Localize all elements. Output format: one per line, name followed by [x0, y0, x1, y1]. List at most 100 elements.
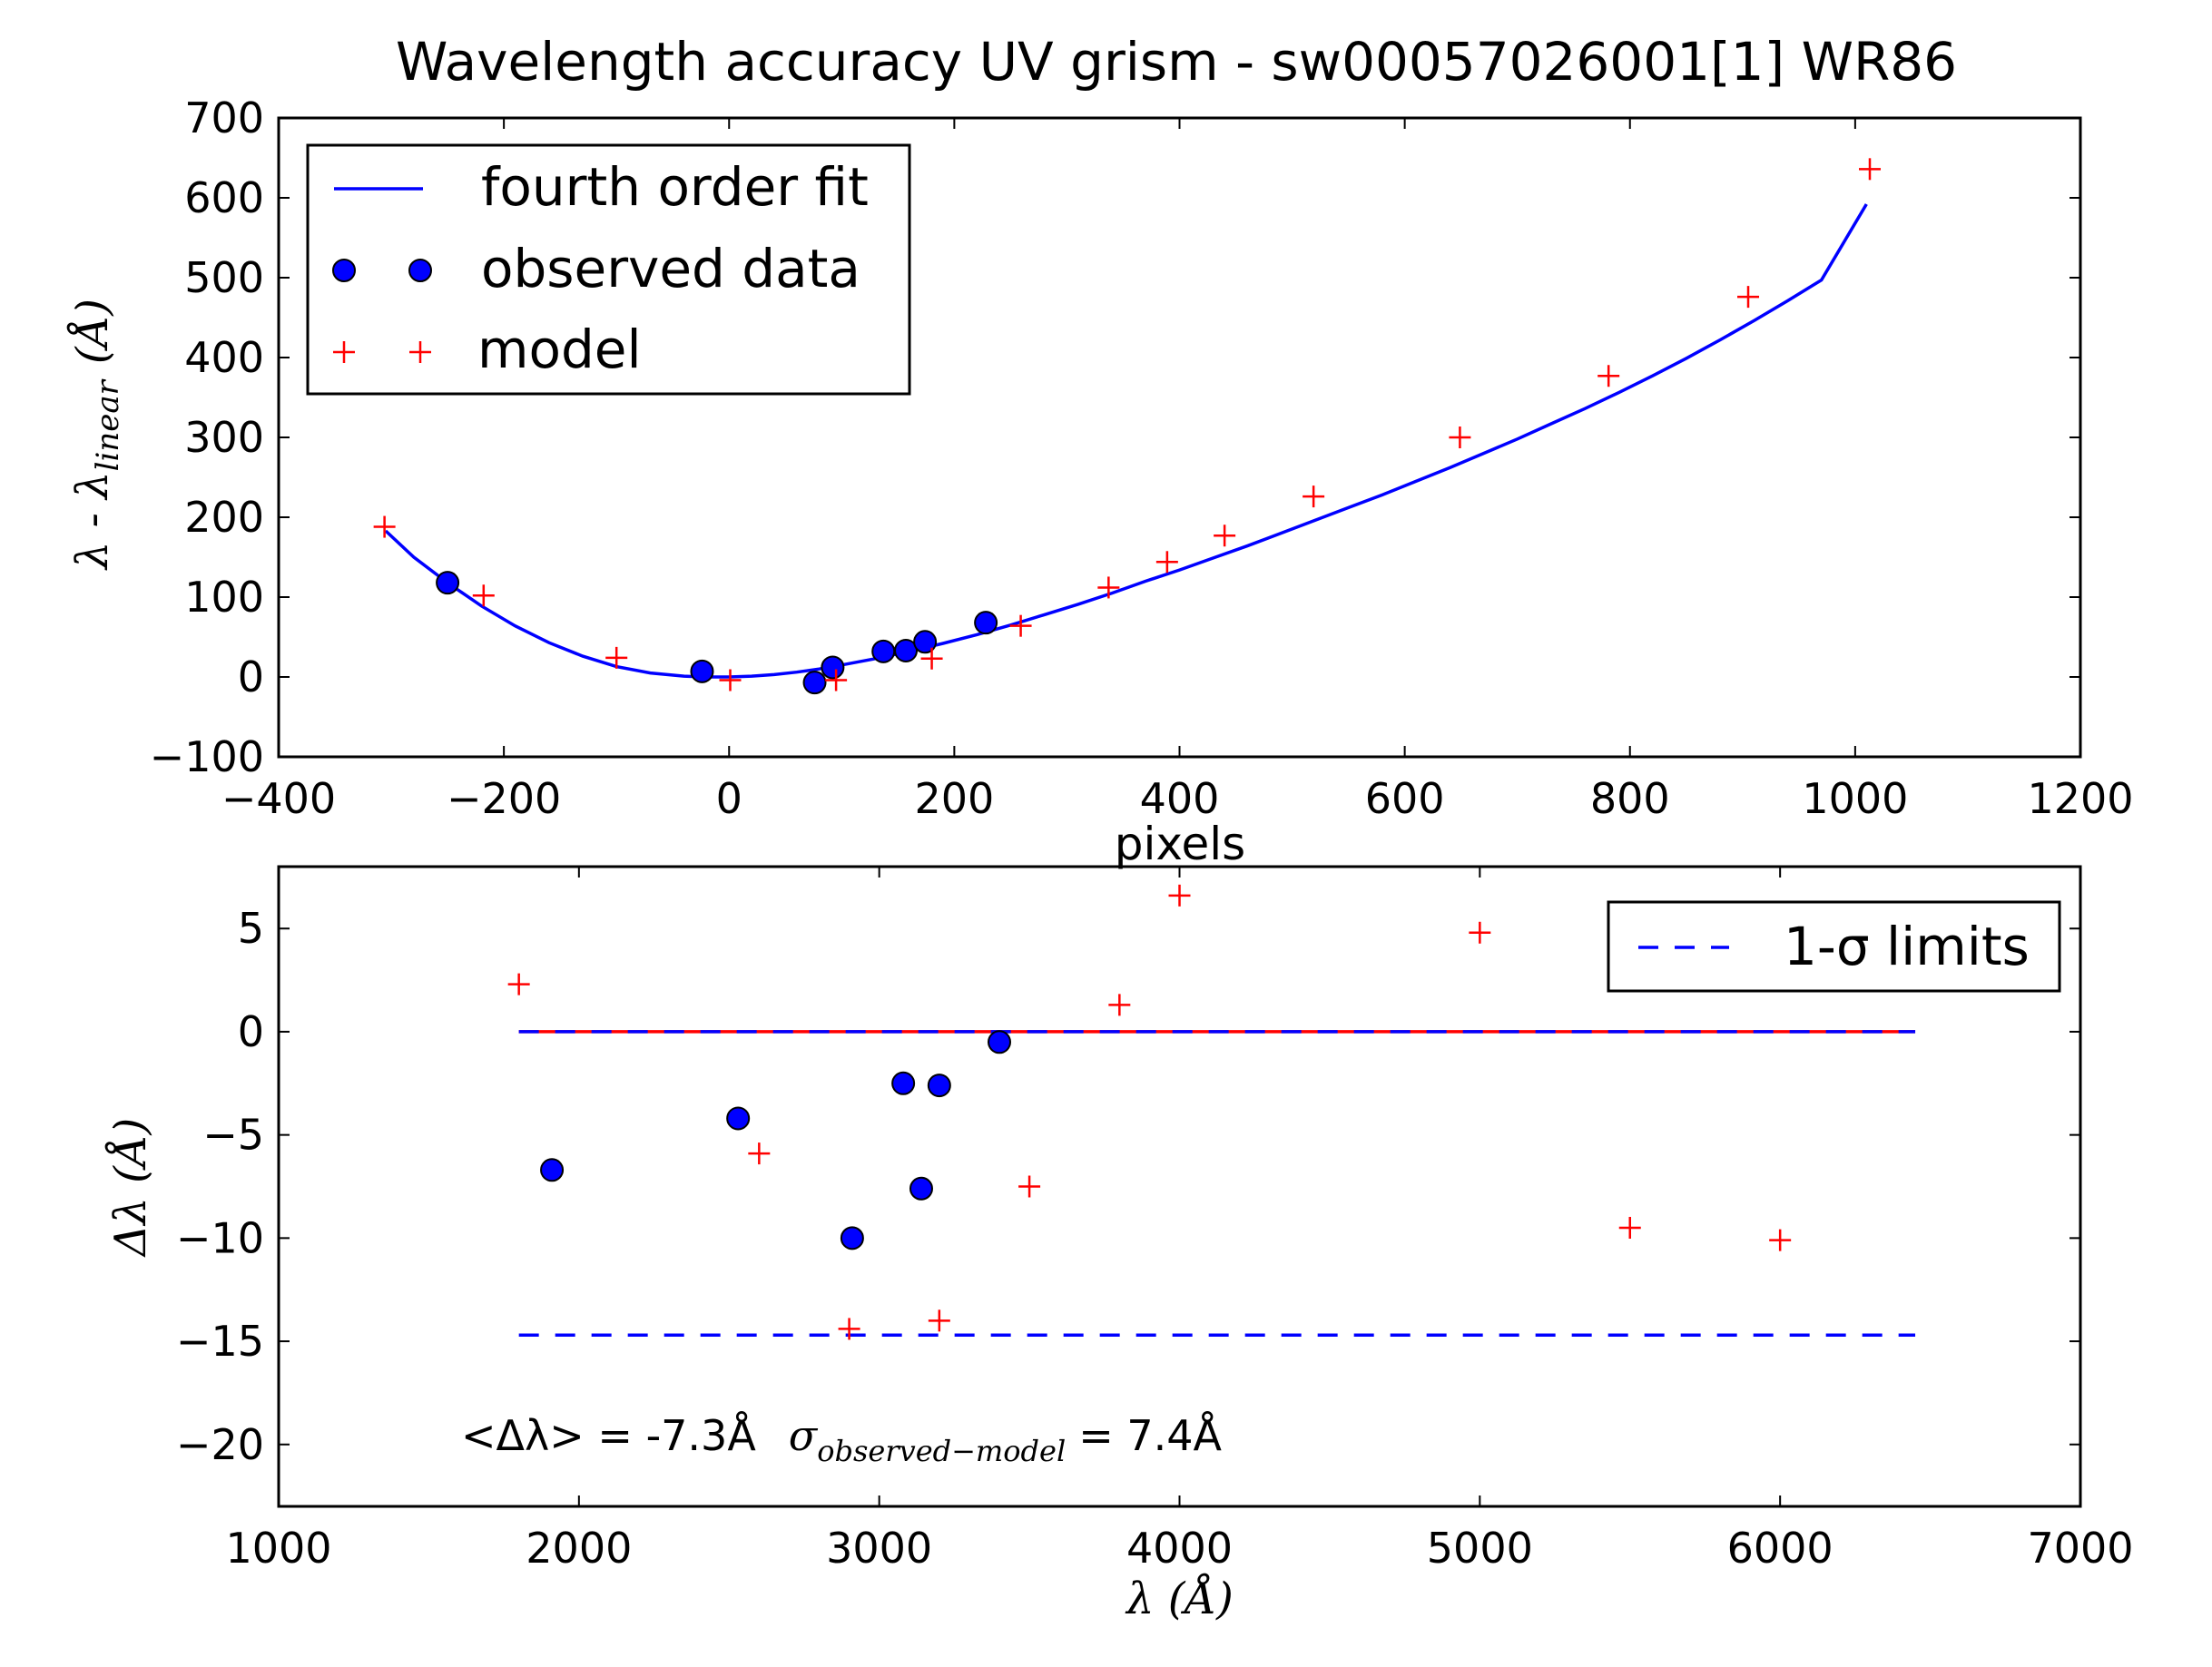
bottom-y-tick-label: −20	[176, 1420, 264, 1469]
bottom-observed-point	[927, 1074, 951, 1098]
bottom-observed-point	[909, 1176, 933, 1201]
top-y-tick-labels: 700 600 500 400 300 200 100 0 −100	[150, 93, 264, 781]
legend-fit-label: fourth order fit	[481, 156, 869, 218]
top-y-tick-label: 400	[184, 333, 264, 382]
bottom-observed-point	[840, 1226, 864, 1250]
top-y-tick-label: 300	[184, 413, 264, 462]
bottom-y-tick-label: 5	[238, 904, 264, 953]
bottom-model-point	[507, 973, 530, 995]
stats-sigma-subscript: observed−model	[817, 1434, 1066, 1468]
bottom-model-point	[1108, 994, 1131, 1016]
top-observed-point	[974, 611, 998, 635]
bottom-observed-points	[540, 1030, 1011, 1250]
bottom-observed-point	[988, 1030, 1011, 1054]
bottom-x-tick-label: 1000	[225, 1524, 331, 1573]
top-legend: fourth order fit observed data model	[306, 143, 911, 396]
top-model-point	[472, 584, 495, 607]
fit-line	[384, 203, 1868, 679]
top-y-axis-label-lead: λ - λ	[67, 471, 118, 571]
top-y-tick-label: −100	[150, 732, 264, 781]
bottom-legend: 1-σ limits	[1607, 900, 2061, 993]
top-x-tick-label: 200	[914, 774, 994, 823]
bottom-y-axis-label: Δλ (Å)	[104, 1118, 156, 1258]
bottom-x-axis-label: λ (Å)	[1125, 1573, 1234, 1624]
top-model-point	[1598, 365, 1620, 387]
legend-sigma-label: 1-σ limits	[1784, 916, 2030, 977]
bottom-tick-marks	[278, 867, 2081, 1506]
top-y-tick-label: 700	[184, 93, 264, 142]
bottom-x-tick-label: 5000	[1427, 1524, 1533, 1573]
top-model-point	[1303, 485, 1325, 508]
bottom-model-point	[1168, 884, 1191, 907]
bottom-x-tick-label: 2000	[526, 1524, 632, 1573]
top-model-point	[1214, 525, 1236, 547]
top-observed-point	[690, 659, 714, 683]
top-x-tick-label: −400	[221, 774, 336, 823]
bottom-chart: 1000 2000 3000 4000 5000 6000 7000 5 0 −5 −10 −15 −…	[104, 865, 2134, 1624]
legend-observed-label: observed data	[481, 238, 860, 299]
stats-annotation: <Δλ> = -7.3Å σobserved−model = 7.4Å	[461, 1411, 1223, 1468]
top-y-axis-label-sub: linear	[90, 378, 126, 471]
top-observed-point	[871, 639, 896, 663]
top-model-point	[373, 515, 396, 538]
bottom-model-point	[1018, 1175, 1041, 1198]
top-model-point	[825, 669, 848, 691]
bottom-model-points	[507, 884, 1792, 1340]
top-x-axis-label: pixels	[1115, 818, 1245, 870]
bottom-y-tick-label: −10	[176, 1213, 264, 1262]
top-legend-box	[306, 143, 911, 396]
top-x-tick-label: 0	[716, 774, 742, 823]
bottom-x-tick-label: 7000	[2027, 1524, 2133, 1573]
top-model-points	[373, 158, 1882, 691]
top-x-tick-label: 600	[1365, 774, 1445, 823]
bottom-model-point	[1469, 921, 1491, 944]
bottom-model-point	[1618, 1216, 1641, 1239]
top-observed-point	[821, 655, 845, 680]
top-y-tick-label: 500	[184, 253, 264, 302]
bottom-observed-point	[726, 1106, 751, 1131]
top-x-tick-labels: −400 −200 0 200 400 600 800 1000 1200	[221, 774, 2134, 823]
top-x-tick-label: 800	[1590, 774, 1670, 823]
bottom-model-point	[838, 1318, 860, 1340]
stats-mean: <Δλ> = -7.3Å	[461, 1411, 756, 1460]
bottom-y-tick-labels: 5 0 −5 −10 −15 −20	[176, 904, 264, 1469]
top-chart: Wavelength accuracy UV grism - sw0005702…	[66, 31, 2134, 870]
chart-title: Wavelength accuracy UV grism - sw0005702…	[396, 31, 1957, 93]
bottom-x-tick-label: 4000	[1126, 1524, 1233, 1573]
legend-observed-marker-1	[332, 259, 356, 282]
top-model-point	[1155, 551, 1178, 574]
top-y-tick-label: 600	[184, 173, 264, 222]
top-model-point	[1097, 576, 1120, 599]
top-model-point	[1737, 286, 1760, 309]
top-tick-marks	[278, 117, 2081, 758]
bottom-y-tick-label: −5	[202, 1111, 264, 1160]
bottom-x-tick-label: 6000	[1727, 1524, 1834, 1573]
top-observed-point	[802, 671, 827, 695]
bottom-x-tick-labels: 1000 2000 3000 4000 5000 6000 7000	[225, 1524, 2133, 1573]
legend-model-marker-2	[409, 341, 431, 363]
top-observed-point	[436, 571, 460, 595]
bottom-observed-point	[540, 1158, 565, 1182]
stats-sigma-value: = 7.4Å	[1078, 1411, 1222, 1460]
sigma-limit-lines	[518, 1030, 1916, 1337]
bottom-model-point	[1769, 1229, 1792, 1251]
bottom-y-tick-label: −15	[176, 1317, 264, 1366]
top-y-tick-label: 0	[238, 652, 264, 701]
bottom-observed-point	[891, 1071, 916, 1095]
top-x-tick-label: 400	[1140, 774, 1220, 823]
top-y-axis-label-unit: (Å)	[66, 299, 118, 364]
top-model-point	[1859, 158, 1882, 181]
bottom-model-point	[928, 1309, 950, 1332]
top-y-axis-label: λ - λlinear (Å)	[66, 299, 126, 571]
top-observed-point	[894, 638, 919, 662]
top-y-tick-label: 100	[184, 573, 264, 622]
legend-observed-marker-2	[408, 259, 432, 282]
top-y-tick-label: 200	[184, 493, 264, 542]
top-x-tick-label: 1000	[1802, 774, 1908, 823]
top-model-point	[920, 647, 943, 670]
top-model-point	[1009, 614, 1032, 637]
bottom-x-tick-label: 3000	[826, 1524, 932, 1573]
top-observed-point	[913, 630, 938, 654]
legend-model-label: model	[477, 319, 642, 380]
